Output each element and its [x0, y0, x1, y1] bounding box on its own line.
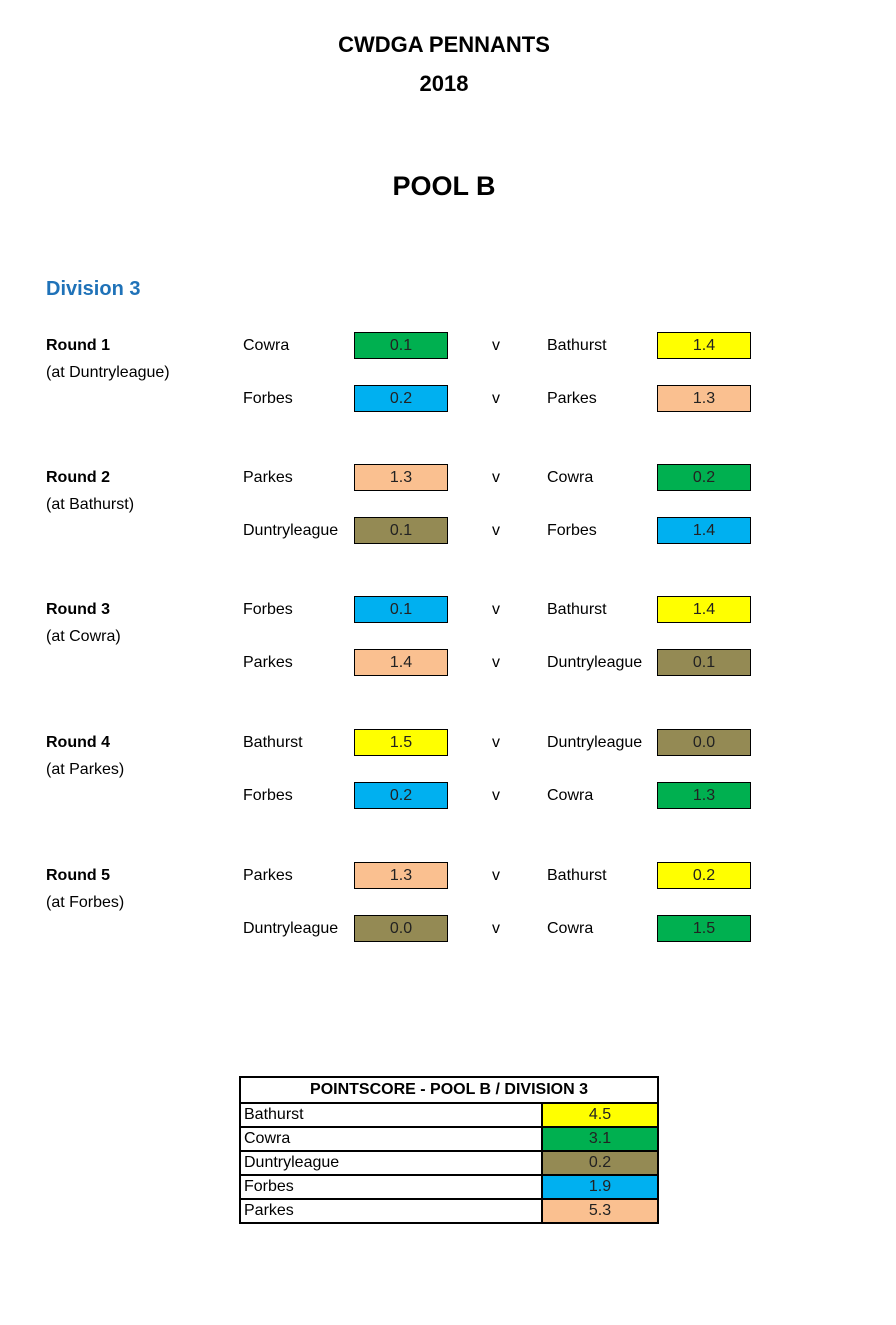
- home-team: Forbes: [243, 390, 293, 407]
- round-4: Round 4 (at Parkes) Bathurst 1.5 v Duntryleag…: [0, 729, 896, 824]
- away-score: 0.0: [657, 729, 751, 756]
- home-score: 0.1: [354, 596, 448, 623]
- pointscore-table: POINTSCORE - POOL B / DIVISION 3 Bathurs…: [239, 1076, 659, 1224]
- round-5: Round 5 (at Forbes) Parkes 1.3 v Bathurst 0.2 D…: [0, 862, 896, 957]
- away-score: 1.3: [657, 782, 751, 809]
- away-team: Bathurst: [547, 337, 607, 354]
- doc-year: 2018: [419, 71, 469, 96]
- round-1: Round 1 (at Duntryleague) Cowra 0.1 v Bathurs…: [0, 332, 896, 427]
- home-team: Forbes: [243, 787, 293, 804]
- home-team: Parkes: [243, 654, 293, 671]
- away-team: Bathurst: [547, 867, 607, 884]
- pointscore-row: Bathurst 4.5: [239, 1102, 659, 1128]
- away-team: Bathurst: [547, 601, 607, 618]
- team-points: 0.2: [541, 1150, 659, 1176]
- home-team: Parkes: [243, 867, 293, 884]
- away-team: Cowra: [547, 787, 594, 804]
- vs-label: v: [492, 469, 500, 486]
- away-team: Forbes: [547, 522, 597, 539]
- team-name: Cowra: [239, 1126, 543, 1152]
- round-label: Round 5: [46, 867, 110, 884]
- pointscore-row: Parkes 5.3: [239, 1198, 659, 1224]
- home-score: 0.0: [354, 915, 448, 942]
- away-score: 1.5: [657, 915, 751, 942]
- away-score: 0.2: [657, 862, 751, 889]
- team-points: 5.3: [541, 1198, 659, 1224]
- away-team: Cowra: [547, 920, 594, 937]
- team-points: 4.5: [541, 1102, 659, 1128]
- vs-label: v: [492, 734, 500, 751]
- home-score: 0.1: [354, 332, 448, 359]
- round-venue: (at Bathurst): [46, 496, 135, 513]
- away-team: Cowra: [547, 469, 594, 486]
- round-label: Round 1: [46, 337, 110, 354]
- vs-label: v: [492, 522, 500, 539]
- round-venue: (at Forbes): [46, 894, 125, 911]
- away-team: Parkes: [547, 390, 597, 407]
- home-score: 1.3: [354, 464, 448, 491]
- team-points: 1.9: [541, 1174, 659, 1200]
- division-heading: Division 3: [46, 278, 141, 300]
- away-team: Duntryleague: [547, 734, 643, 751]
- home-team: Duntryleague: [243, 920, 339, 937]
- home-team: Parkes: [243, 469, 293, 486]
- pointscore-row: Forbes 1.9: [239, 1174, 659, 1200]
- pool-title: POOL B: [392, 171, 496, 201]
- round-venue: (at Duntryleague): [46, 364, 170, 381]
- team-name: Bathurst: [239, 1102, 543, 1128]
- round-venue: (at Parkes): [46, 761, 125, 778]
- vs-label: v: [492, 787, 500, 804]
- home-score: 1.4: [354, 649, 448, 676]
- team-points: 3.1: [541, 1126, 659, 1152]
- away-score: 0.2: [657, 464, 751, 491]
- round-3: Round 3 (at Cowra) Forbes 0.1 v Bathurst 1.4 Pa…: [0, 596, 896, 691]
- vs-label: v: [492, 390, 500, 407]
- home-score: 1.5: [354, 729, 448, 756]
- round-venue: (at Cowra): [46, 628, 121, 645]
- pointscore-row: Cowra 3.1: [239, 1126, 659, 1152]
- away-score: 1.4: [657, 596, 751, 623]
- home-team: Bathurst: [243, 734, 303, 751]
- pointscore-row: Duntryleague 0.2: [239, 1150, 659, 1176]
- home-team: Duntryleague: [243, 522, 339, 539]
- vs-label: v: [492, 601, 500, 618]
- home-team: Cowra: [243, 337, 290, 354]
- home-score: 0.2: [354, 385, 448, 412]
- round-2: Round 2 (at Bathurst) Parkes 1.3 v Cowra 0.2 Du…: [0, 464, 896, 559]
- home-team: Forbes: [243, 601, 293, 618]
- pointscore-title: POINTSCORE - POOL B / DIVISION 3: [239, 1076, 659, 1104]
- home-score: 0.1: [354, 517, 448, 544]
- vs-label: v: [492, 337, 500, 354]
- team-name: Forbes: [239, 1174, 543, 1200]
- round-label: Round 3: [46, 601, 110, 618]
- doc-title: CWDGA PENNANTS: [338, 32, 550, 57]
- team-name: Parkes: [239, 1198, 543, 1224]
- home-score: 1.3: [354, 862, 448, 889]
- away-team: Duntryleague: [547, 654, 643, 671]
- vs-label: v: [492, 654, 500, 671]
- round-label: Round 2: [46, 469, 110, 486]
- round-label: Round 4: [46, 734, 110, 751]
- home-score: 0.2: [354, 782, 448, 809]
- away-score: 1.3: [657, 385, 751, 412]
- team-name: Duntryleague: [239, 1150, 543, 1176]
- away-score: 0.1: [657, 649, 751, 676]
- vs-label: v: [492, 920, 500, 937]
- away-score: 1.4: [657, 332, 751, 359]
- away-score: 1.4: [657, 517, 751, 544]
- vs-label: v: [492, 867, 500, 884]
